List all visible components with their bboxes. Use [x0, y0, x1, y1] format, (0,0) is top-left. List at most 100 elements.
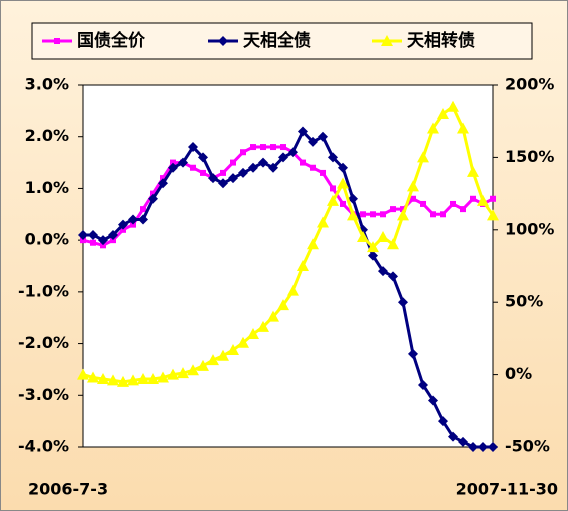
plot-area: [82, 84, 494, 448]
marker: [187, 364, 199, 376]
marker: [227, 343, 239, 355]
marker: [200, 169, 206, 176]
marker: [208, 173, 218, 184]
marker: [337, 177, 349, 189]
marker: [398, 297, 408, 308]
marker: [327, 194, 339, 206]
marker: [107, 374, 119, 386]
marker: [317, 216, 329, 228]
marker: [428, 395, 438, 406]
x-tick-label: 2006-7-3: [28, 480, 108, 499]
layer: -4.0% -3.0% -2.0% -1.0% 0.0% 1.0% 2.0% 3.0% -50%…: [18, 30, 558, 499]
marker: [330, 185, 336, 192]
marker: [148, 193, 158, 204]
marker: [120, 226, 126, 233]
marker: [160, 175, 166, 182]
marker: [450, 200, 456, 207]
marker: [468, 442, 478, 452]
marker: [457, 122, 469, 134]
marker: [230, 159, 236, 166]
y2-tick-label: 100%: [505, 219, 554, 238]
marker: [87, 371, 99, 383]
marker: [98, 235, 108, 246]
marker: [80, 237, 86, 244]
marker: [368, 250, 378, 261]
marker: [238, 167, 248, 178]
marker: [320, 169, 326, 176]
legend-label: 天相转债: [407, 30, 475, 51]
marker: [247, 328, 259, 340]
marker: [447, 100, 459, 112]
marker: [378, 266, 388, 277]
marker: [228, 173, 238, 184]
marker: [437, 107, 449, 119]
marker: [380, 211, 386, 218]
marker: [390, 206, 396, 213]
marker: [460, 206, 466, 213]
y-tick-label: 1.0%: [25, 178, 69, 197]
legend-label: 国债全价: [77, 30, 146, 51]
marker: [410, 195, 416, 202]
marker: [478, 442, 488, 452]
marker: [360, 211, 366, 218]
marker: [370, 211, 376, 218]
marker: [188, 142, 198, 153]
marker: [430, 211, 436, 218]
y-tick-label: -3.0%: [18, 385, 69, 404]
y-tick-label: 0.0%: [25, 230, 69, 249]
marker: [128, 214, 138, 225]
marker: [198, 152, 208, 163]
marker: [137, 372, 149, 384]
marker: [248, 162, 258, 173]
marker: [488, 442, 498, 452]
marker: [207, 354, 219, 366]
marker: [250, 144, 256, 151]
marker: [470, 195, 476, 202]
marker: [417, 151, 429, 163]
marker: [487, 209, 499, 221]
marker: [467, 165, 479, 177]
marker: [177, 367, 189, 379]
marker: [448, 431, 458, 442]
marker: [140, 206, 146, 213]
marker: [270, 144, 276, 151]
marker: [97, 372, 109, 384]
marker: [438, 416, 448, 427]
marker: [318, 131, 328, 142]
marker: [347, 209, 359, 221]
marker: [218, 36, 228, 46]
marker: [287, 284, 299, 296]
marker: [168, 162, 178, 173]
marker: [127, 374, 139, 386]
marker: [258, 157, 268, 168]
marker: [338, 162, 348, 173]
marker: [77, 368, 89, 380]
marker: [130, 221, 136, 228]
marker: [157, 371, 169, 383]
marker: [268, 162, 278, 173]
marker: [218, 178, 228, 189]
marker: [277, 299, 289, 311]
marker: [158, 178, 168, 189]
marker: [310, 164, 316, 171]
marker: [288, 147, 298, 158]
marker: [147, 372, 159, 384]
marker: [420, 200, 426, 207]
y2-tick-label: 0%: [505, 364, 532, 383]
y2-tick-label: 50%: [505, 292, 543, 311]
y2-tick-label: 150%: [505, 147, 554, 166]
marker: [490, 195, 496, 202]
marker: [237, 336, 249, 348]
marker: [100, 242, 106, 249]
marker: [400, 206, 406, 213]
marker: [348, 193, 358, 204]
marker: [328, 152, 338, 163]
marker: [108, 229, 118, 240]
marker: [257, 320, 269, 332]
marker: [340, 200, 346, 207]
marker: [260, 144, 266, 151]
marker: [407, 180, 419, 192]
marker: [397, 209, 409, 221]
marker: [138, 214, 148, 225]
